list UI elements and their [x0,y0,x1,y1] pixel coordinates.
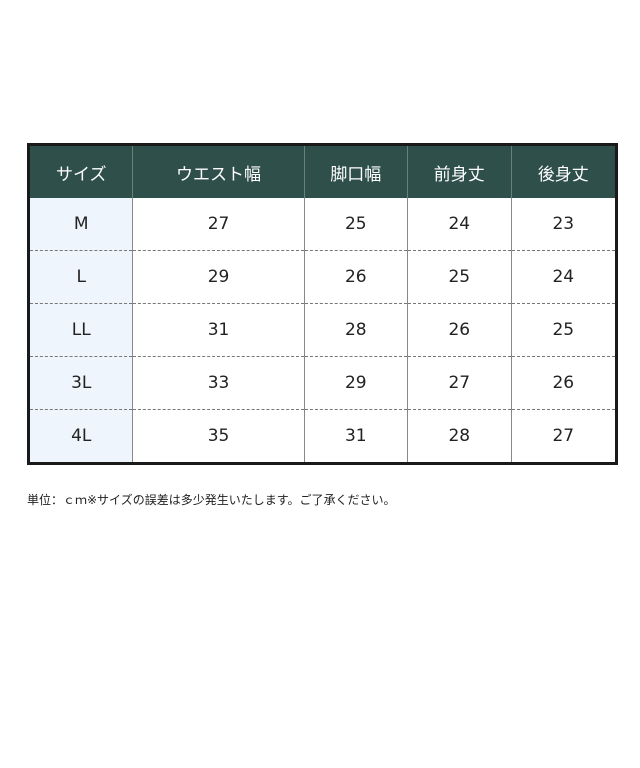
header-row: サイズ ウエスト幅 脚口幅 前身丈 後身丈 [28,144,617,198]
size-cell: LL [28,303,133,357]
measurement-cell: 33 [132,356,305,410]
table-row: 4L 35 31 28 27 [28,409,617,464]
measurement-cell: 24 [510,250,617,304]
measurement-cell: 31 [303,409,408,464]
measurement-cell: 24 [407,198,512,251]
header-hem: 脚口幅 [303,144,408,198]
measurement-cell: 25 [407,250,512,304]
header-front-length: 前身丈 [407,144,512,198]
size-table: サイズ ウエスト幅 脚口幅 前身丈 後身丈 M 27 25 24 23 L 29 26 25 24… [27,143,618,465]
measurement-cell: 28 [303,303,408,357]
measurement-cell: 27 [510,409,617,464]
size-cell: 4L [28,409,133,464]
table-row: L 29 26 25 24 [28,250,617,304]
measurement-cell: 25 [303,198,408,251]
table-row: 3L 33 29 27 26 [28,356,617,410]
measurement-cell: 35 [132,409,305,464]
measurement-cell: 31 [132,303,305,357]
table-row: M 27 25 24 23 [28,198,617,251]
measurement-cell: 26 [510,356,617,410]
measurement-cell: 29 [132,250,305,304]
size-cell: M [28,198,133,251]
measurement-cell: 25 [510,303,617,357]
measurement-cell: 27 [407,356,512,410]
measurement-cell: 28 [407,409,512,464]
header-waist: ウエスト幅 [132,144,305,198]
measurement-cell: 26 [407,303,512,357]
header-size: サイズ [28,144,133,198]
size-cell: L [28,250,133,304]
measurement-cell: 27 [132,198,305,251]
table-row: LL 31 28 26 25 [28,303,617,357]
measurement-cell: 23 [510,198,617,251]
size-cell: 3L [28,356,133,410]
measurement-cell: 29 [303,356,408,410]
header-back-length: 後身丈 [510,144,617,198]
unit-note: 単位：ｃｍ※サイズの誤差は多少発生いたします。ご了承ください。 [27,493,396,507]
measurement-cell: 26 [303,250,408,304]
